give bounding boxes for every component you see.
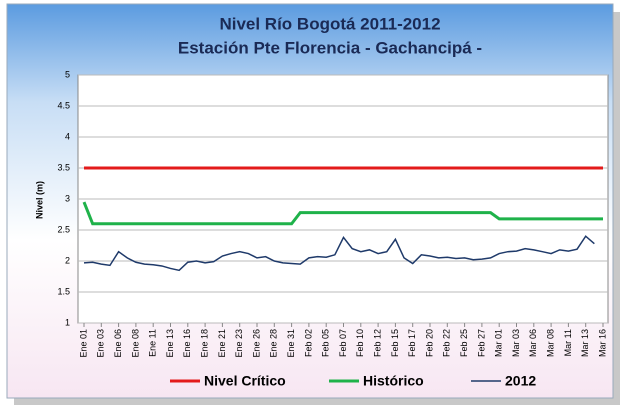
y-tick-label: 2 — [65, 255, 70, 265]
y-tick-label: 1.5 — [57, 286, 70, 296]
x-tick-label: Feb 12 — [372, 329, 382, 357]
x-tick-label: Ene 16 — [182, 329, 192, 358]
x-tick-label: Mar 16 — [597, 329, 607, 357]
legend-label: Histórico — [363, 373, 424, 389]
x-tick-label: Feb 20 — [424, 329, 434, 357]
x-tick-label: Ene 18 — [199, 329, 209, 358]
y-tick-label: 3.5 — [57, 162, 70, 172]
y-tick-label: 3 — [65, 193, 70, 203]
x-tick-label: Ene 06 — [113, 329, 123, 358]
x-tick-label: Feb 15 — [390, 329, 400, 357]
x-tick-label: Feb 05 — [321, 329, 331, 357]
x-tick-label: Ene 23 — [234, 329, 244, 358]
x-tick-label: Ene 03 — [96, 329, 106, 358]
x-tick-label: Ene 01 — [78, 329, 88, 358]
x-tick-label: Feb 07 — [338, 329, 348, 357]
x-tick-label: Mar 06 — [528, 329, 538, 357]
x-tick-label: Feb 22 — [442, 329, 452, 357]
x-tick-label: Feb 25 — [459, 329, 469, 357]
chart-subtitle: Estación Pte Florencia - Gachancipá - — [178, 38, 482, 57]
series-line — [82, 201, 603, 226]
x-tick-label: Mar 13 — [580, 329, 590, 357]
x-tick-label: Mar 08 — [545, 329, 555, 357]
y-tick-label: 2.5 — [57, 224, 70, 234]
legend-label: 2012 — [505, 373, 536, 389]
x-tick-label: Ene 21 — [217, 329, 227, 358]
x-tick-label: Feb 17 — [407, 329, 417, 357]
x-tick-label: Ene 11 — [148, 329, 158, 357]
x-tick-label: Ene 13 — [165, 329, 175, 358]
y-tick-label: 4 — [65, 131, 70, 141]
y-tick-label: 5 — [65, 69, 70, 79]
x-tick-label: Ene 26 — [251, 329, 261, 358]
x-tick-label: Mar 03 — [511, 329, 521, 357]
series-line — [83, 235, 595, 272]
x-tick-label: Ene 28 — [269, 329, 279, 358]
y-axis-label: Nivel (m) — [34, 181, 44, 219]
x-tick-label: Feb 27 — [476, 329, 486, 357]
y-tick-label: 4.5 — [57, 100, 70, 110]
x-tick-label: Feb 02 — [303, 329, 313, 357]
x-tick-label: Ene 08 — [130, 329, 140, 358]
x-tick-label: Mar 11 — [563, 329, 573, 356]
x-tick-label: Ene 31 — [286, 329, 296, 358]
legend-label: Nivel Crítico — [204, 373, 286, 389]
x-tick-label: Mar 01 — [494, 329, 504, 357]
x-tick-label: Feb 10 — [355, 329, 365, 357]
y-tick-label: 1 — [65, 317, 70, 327]
chart-title: Nivel Río Bogotá 2011-2012 — [219, 14, 440, 33]
